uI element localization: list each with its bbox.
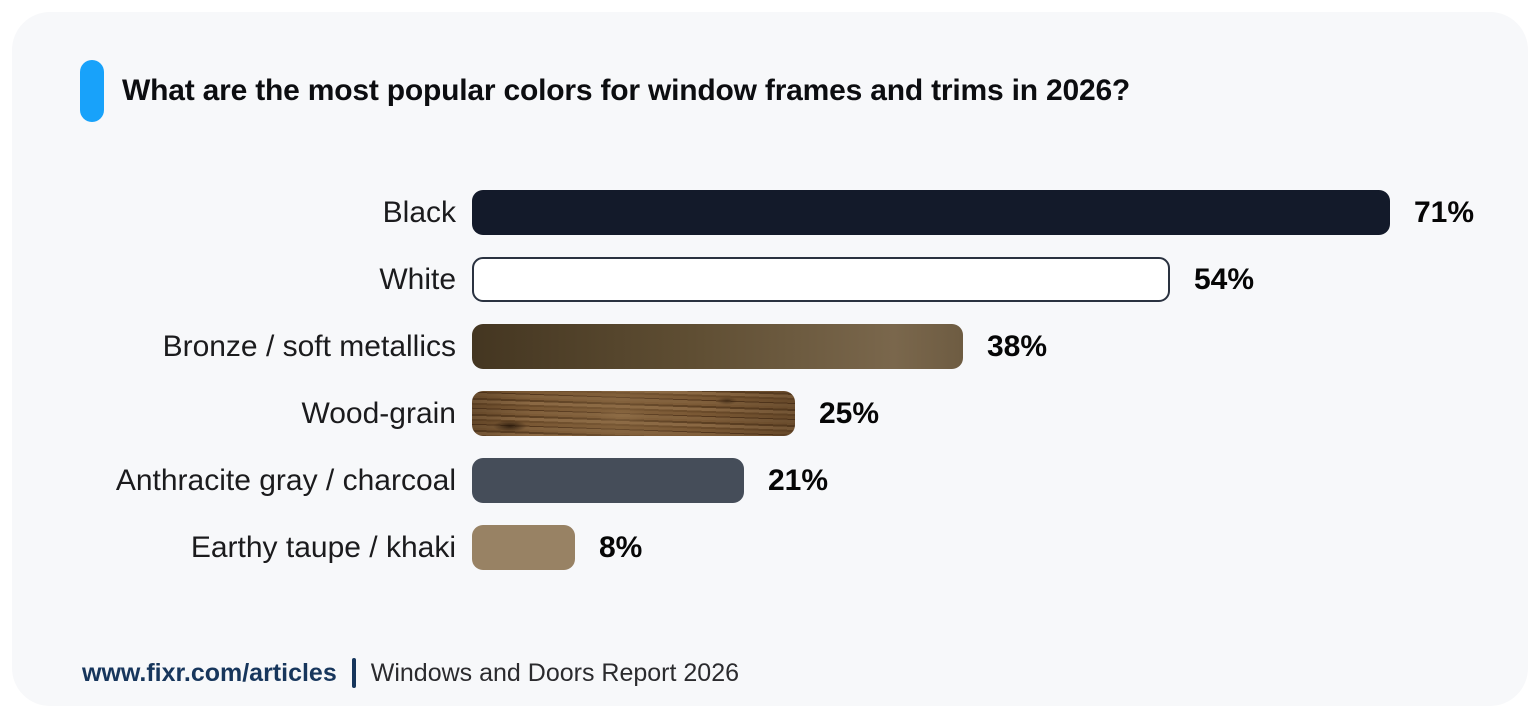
bar (472, 257, 1170, 302)
bar-track: 54% (472, 257, 1474, 302)
footer: www.fixr.com/articles Windows and Doors … (82, 657, 739, 689)
bar-chart: Black 71% White 54% Bronze / soft metall… (52, 190, 1474, 570)
value-label: 21% (768, 463, 829, 497)
category-label: Black (382, 195, 456, 229)
bar-track: 21% (472, 458, 1474, 503)
bar-row: Black 71% (52, 190, 1474, 235)
chart-card: What are the most popular colors for win… (12, 12, 1528, 706)
value-label: 25% (819, 396, 880, 430)
bar-row: Bronze / soft metallics 38% (52, 324, 1474, 369)
header: What are the most popular colors for win… (80, 60, 1130, 122)
footer-separator (351, 658, 356, 688)
bar (472, 458, 744, 503)
value-label: 71% (1414, 195, 1475, 229)
bar-row: Anthracite gray / charcoal 21% (52, 458, 1474, 503)
bar (472, 190, 1390, 235)
category-label: Earthy taupe / khaki (190, 530, 456, 564)
source-link[interactable]: www.fixr.com/articles (82, 658, 337, 687)
bar-row: Wood-grain 25% (52, 391, 1474, 436)
value-label: 54% (1194, 262, 1255, 296)
page-title: What are the most popular colors for win… (122, 74, 1131, 107)
bar-track: 8% (472, 525, 1474, 570)
accent-pill (80, 60, 104, 122)
bar-track: 25% (472, 391, 1474, 436)
bar (472, 324, 963, 369)
bar-row: Earthy taupe / khaki 8% (52, 525, 1474, 570)
category-label: White (379, 262, 456, 296)
bar-row: White 54% (52, 257, 1474, 302)
report-title: Windows and Doors Report 2026 (370, 658, 739, 687)
category-label: Wood-grain (301, 396, 456, 430)
bar-track: 38% (472, 324, 1474, 369)
value-label: 38% (987, 329, 1048, 363)
value-label: 8% (599, 530, 643, 564)
category-label: Anthracite gray / charcoal (115, 463, 456, 497)
category-label: Bronze / soft metallics (162, 329, 456, 363)
bar-track: 71% (472, 190, 1474, 235)
bar (472, 391, 795, 436)
bar (472, 525, 575, 570)
